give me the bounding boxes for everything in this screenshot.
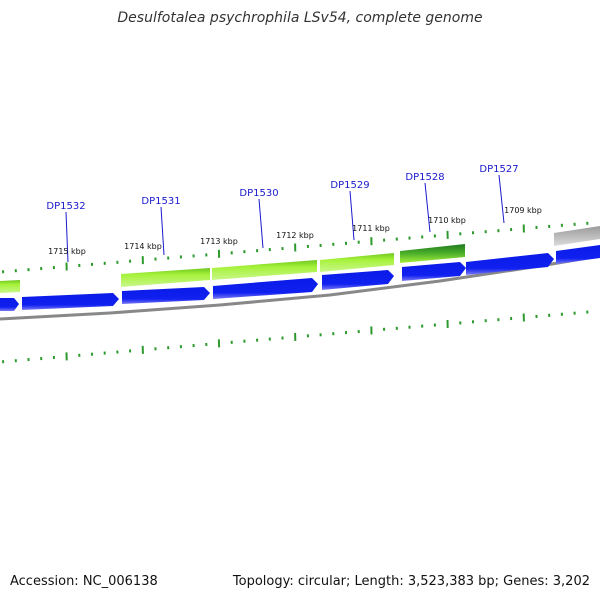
ruler-label: 1709 kbp	[504, 206, 542, 215]
gene-label: DP1531	[141, 196, 180, 207]
map-title: Desulfotalea psychrophila LSv54, complet…	[117, 10, 483, 26]
gene-bar	[554, 226, 600, 246]
cds-arrow	[556, 245, 600, 264]
ruler-label: 1712 kbp	[276, 231, 314, 240]
ruler-label: 1711 kbp	[352, 224, 390, 233]
gene-bar	[320, 253, 394, 272]
gene-label: DP1530	[239, 188, 278, 199]
cds-arrow	[22, 293, 119, 310]
gene-leader-line	[424, 182, 431, 233]
ruler-label: 1710 kbp	[428, 216, 466, 225]
gene-leader-line	[349, 190, 355, 241]
genome-summary-text: Topology: circular; Length: 3,523,383 bp…	[232, 574, 590, 589]
gene-leader-line	[258, 198, 264, 249]
inner-ruler-ticks	[2, 310, 589, 364]
cds-arrow	[402, 262, 466, 281]
gene-leader-line	[160, 206, 165, 256]
gene-bar	[121, 268, 210, 287]
gene-bar	[0, 280, 20, 293]
ruler-label: 1713 kbp	[200, 237, 238, 246]
outer-ruler-ticks	[2, 221, 589, 274]
gene-label-group: DP1532 DP1531 DP1530 DP1529 DP1528 DP152…	[46, 164, 519, 263]
cds-track	[0, 245, 600, 311]
gene-label: DP1527	[479, 164, 518, 175]
cds-arrow	[466, 253, 554, 275]
accession-text: Accession: NC_006138	[10, 574, 158, 589]
gene-leader-line	[65, 211, 69, 263]
cds-arrow	[0, 298, 19, 311]
gene-bar	[212, 260, 317, 280]
gene-leader-line	[498, 174, 505, 224]
ruler-label: 1715 kbp	[48, 247, 86, 256]
gene-bar	[400, 244, 465, 263]
gene-label: DP1528	[405, 172, 444, 183]
cds-arrow	[322, 270, 394, 290]
ruler-label: 1714 kbp	[124, 242, 162, 251]
cds-arrow	[213, 278, 318, 299]
gene-label: DP1529	[330, 180, 369, 191]
upper-gene-track	[0, 226, 600, 293]
gene-label: DP1532	[46, 201, 85, 212]
ruler-label-group: 1715 kbp 1714 kbp 1713 kbp 1712 kbp 1711…	[48, 206, 542, 256]
cds-arrow	[122, 287, 210, 304]
